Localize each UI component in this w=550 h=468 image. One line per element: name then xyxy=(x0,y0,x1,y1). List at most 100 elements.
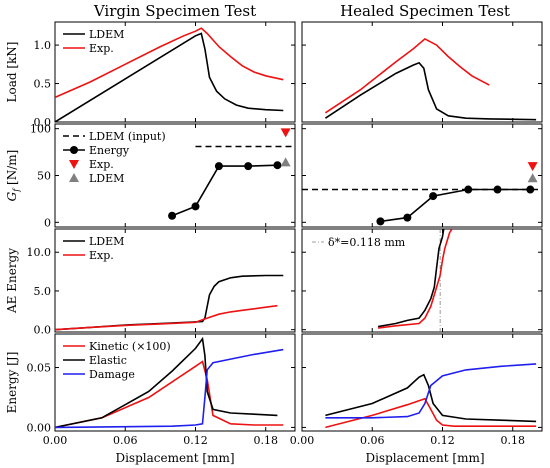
axes-frame xyxy=(301,228,543,333)
y-tick-label: 0.0 xyxy=(34,324,52,337)
x-axis-label-right: Displacement [mm] xyxy=(365,451,484,465)
y-tick-label: 50 xyxy=(37,170,51,183)
x-tick-label: 0.00 xyxy=(43,434,68,447)
y-tick-label: 0.5 xyxy=(34,78,52,91)
series-group xyxy=(168,128,295,220)
series-line xyxy=(55,304,278,331)
series-line xyxy=(55,32,284,122)
legend-label: Energy xyxy=(89,144,130,157)
data-point xyxy=(429,192,438,201)
series-group xyxy=(55,27,284,122)
series-line xyxy=(380,188,531,223)
series-group xyxy=(55,274,284,331)
y-tick-label: 100 xyxy=(30,123,51,136)
col-title-healed: Healed Specimen Test xyxy=(340,2,510,20)
legend-label: Elastic xyxy=(89,354,127,367)
marker-triangle-up xyxy=(280,157,291,167)
x-tick-label: 0.12 xyxy=(430,434,455,447)
legend-label: LDEM xyxy=(89,28,124,41)
x-tick-label: 0.18 xyxy=(500,434,525,447)
legend-label: Damage xyxy=(89,368,135,381)
legend-marker xyxy=(69,173,79,182)
series-line xyxy=(324,37,490,114)
data-point xyxy=(214,162,223,171)
legend-marker xyxy=(69,160,79,169)
y-axis-label: AE Energy xyxy=(5,248,19,314)
legend-label: LDEM xyxy=(89,235,124,248)
data-point xyxy=(244,162,253,171)
legend-marker xyxy=(70,146,78,154)
y-tick-label: 0.0 xyxy=(34,116,52,129)
series-line xyxy=(55,336,278,429)
y-axis-label: Gf [N/m] xyxy=(5,150,21,202)
series-line xyxy=(377,229,445,328)
axes-frame xyxy=(54,228,296,333)
legend-label: LDEM (input) xyxy=(89,130,166,143)
series-line xyxy=(324,61,537,121)
data-point xyxy=(273,161,282,170)
y-axis-label: Energy [J] xyxy=(5,352,19,414)
axes-frame xyxy=(54,333,296,432)
series-line xyxy=(377,229,453,329)
data-point xyxy=(464,185,473,194)
panel-load-healed xyxy=(301,21,543,123)
series-line xyxy=(171,164,278,217)
x-tick-label: 0.06 xyxy=(360,434,385,447)
x-tick-label: 0.06 xyxy=(113,434,138,447)
legend-label: LDEM xyxy=(89,172,124,185)
series-group xyxy=(325,363,537,429)
panel-energy-virgin: 0.00 0.05 0.00 0.06 0.12 0.18 Energy [J] Kineti… xyxy=(5,333,296,447)
data-point xyxy=(403,213,412,222)
delta-annotation: δ*=0.118 mm xyxy=(328,236,406,249)
y-tick-label: 0.00 xyxy=(27,421,52,434)
x-tick-label: 0.18 xyxy=(253,434,278,447)
panel-ae-healed: δ*=0.118 mm xyxy=(301,228,543,333)
y-tick-label: 5.0 xyxy=(34,285,52,298)
data-point xyxy=(376,217,385,226)
marker-triangle-down xyxy=(527,162,538,172)
axes-frame xyxy=(301,21,543,123)
panel-energy-healed: 0.00 0.06 0.12 0.18 xyxy=(290,333,543,447)
x-tick-label: 0.00 xyxy=(290,434,315,447)
marker-triangle-down xyxy=(280,128,291,138)
y-axis-label: Load [kN] xyxy=(5,42,19,103)
panel-gf-healed xyxy=(301,123,543,228)
data-point xyxy=(168,211,177,220)
y-tick-label: 10.0 xyxy=(27,246,52,259)
series-group xyxy=(55,336,284,429)
series-line xyxy=(55,27,284,99)
series-line xyxy=(55,274,284,331)
series-line xyxy=(325,397,537,429)
legend-label: Exp. xyxy=(89,249,114,262)
y-tick-label: 0 xyxy=(44,216,51,229)
x-axis-label-left: Displacement [mm] xyxy=(115,451,234,465)
y-tick-label: 0.05 xyxy=(27,362,52,375)
axes-frame xyxy=(54,21,296,123)
series-line xyxy=(55,360,284,429)
data-point xyxy=(493,185,502,194)
data-point xyxy=(526,185,535,194)
marker-triangle-up xyxy=(527,173,538,183)
series-group xyxy=(302,162,542,226)
axes-frame xyxy=(301,333,543,432)
legend-label: Exp. xyxy=(89,158,114,171)
data-point xyxy=(191,202,200,211)
series-group xyxy=(324,37,537,121)
y-tick-label: 1.0 xyxy=(34,39,52,52)
legend-label: Kinetic (×100) xyxy=(89,340,171,353)
axes-frame xyxy=(301,123,543,228)
x-tick-label: 0.12 xyxy=(183,434,208,447)
col-title-virgin: Virgin Specimen Test xyxy=(93,2,256,20)
series-line xyxy=(325,363,537,419)
series-line xyxy=(55,348,284,429)
series-group xyxy=(377,229,453,329)
